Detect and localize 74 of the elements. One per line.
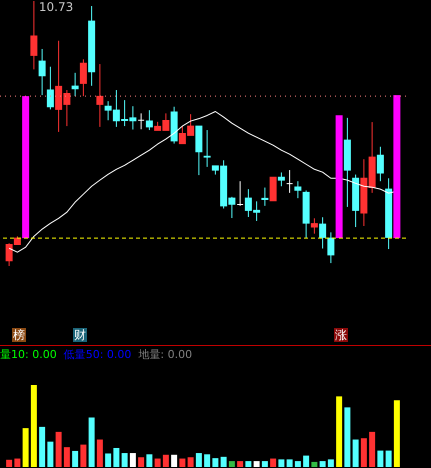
- bar: [14, 458, 20, 467]
- text: 财: [73, 328, 87, 342]
- candlestick: [146, 110, 153, 131]
- bar: [262, 461, 268, 467]
- bar: [228, 461, 235, 467]
- bar: [6, 460, 12, 467]
- text: 地量: 0.00: [138, 348, 192, 361]
- bar: [352, 440, 359, 467]
- bar: [179, 458, 186, 467]
- text: 榜: [12, 328, 26, 342]
- text: 量10: 0.00: [0, 348, 57, 361]
- bar: [80, 444, 86, 467]
- bar: [320, 461, 326, 467]
- bar: [113, 448, 120, 467]
- bar: [328, 459, 334, 467]
- candlestick: [46, 66, 54, 110]
- bar: [30, 385, 37, 467]
- candlestick: [261, 187, 268, 206]
- bar: [138, 457, 144, 467]
- bar: [171, 454, 178, 467]
- bar: [237, 461, 244, 467]
- candlestick: [319, 216, 326, 250]
- bar: [64, 447, 70, 467]
- bar: [130, 453, 136, 467]
- bar: [303, 456, 310, 467]
- bar: [154, 458, 161, 467]
- bar: [254, 461, 260, 467]
- bar: [278, 459, 284, 467]
- bar: [105, 453, 112, 467]
- annotation: 10.73: [38, 0, 74, 14]
- bar: [360, 438, 367, 467]
- bar: [386, 450, 392, 467]
- bar: [72, 450, 78, 467]
- bar: [369, 432, 376, 467]
- bar: [336, 396, 342, 467]
- candlestick: [310, 218, 318, 234]
- bar: [39, 426, 46, 467]
- bar: [56, 432, 62, 467]
- candlestick: [38, 48, 46, 96]
- bar: [162, 454, 169, 467]
- bar: [22, 428, 29, 467]
- candlestick: [204, 130, 211, 168]
- bar: [204, 454, 210, 467]
- bar: [270, 458, 276, 467]
- bar: [146, 454, 152, 467]
- candlestick: [236, 180, 244, 206]
- bar: [96, 440, 103, 467]
- text: 涨: [334, 328, 348, 342]
- bar: [245, 461, 252, 467]
- candlestick: [278, 172, 285, 187]
- bar: [122, 453, 128, 467]
- bar: [47, 442, 54, 467]
- bar: [220, 456, 227, 467]
- bar: [311, 462, 318, 467]
- candlestick: [80, 58, 87, 97]
- candlestick: [286, 170, 294, 194]
- bar: [377, 450, 384, 467]
- bar: [294, 461, 301, 467]
- candlestick: [72, 72, 79, 97]
- bar: [286, 459, 293, 467]
- candlestick: [138, 112, 145, 130]
- bar: [344, 407, 350, 467]
- candlestick: [376, 146, 384, 182]
- bar: [196, 453, 202, 467]
- bar: [212, 458, 218, 467]
- candlestick: [270, 176, 277, 202]
- bar: [188, 457, 194, 467]
- bar: [88, 418, 95, 467]
- candlestick: [294, 180, 302, 199]
- text: 低量50: 0.00: [64, 348, 132, 361]
- candlestick: [327, 232, 334, 264]
- candlestick: [30, 0, 38, 70]
- bar: [394, 400, 400, 467]
- candlestick: [96, 64, 104, 128]
